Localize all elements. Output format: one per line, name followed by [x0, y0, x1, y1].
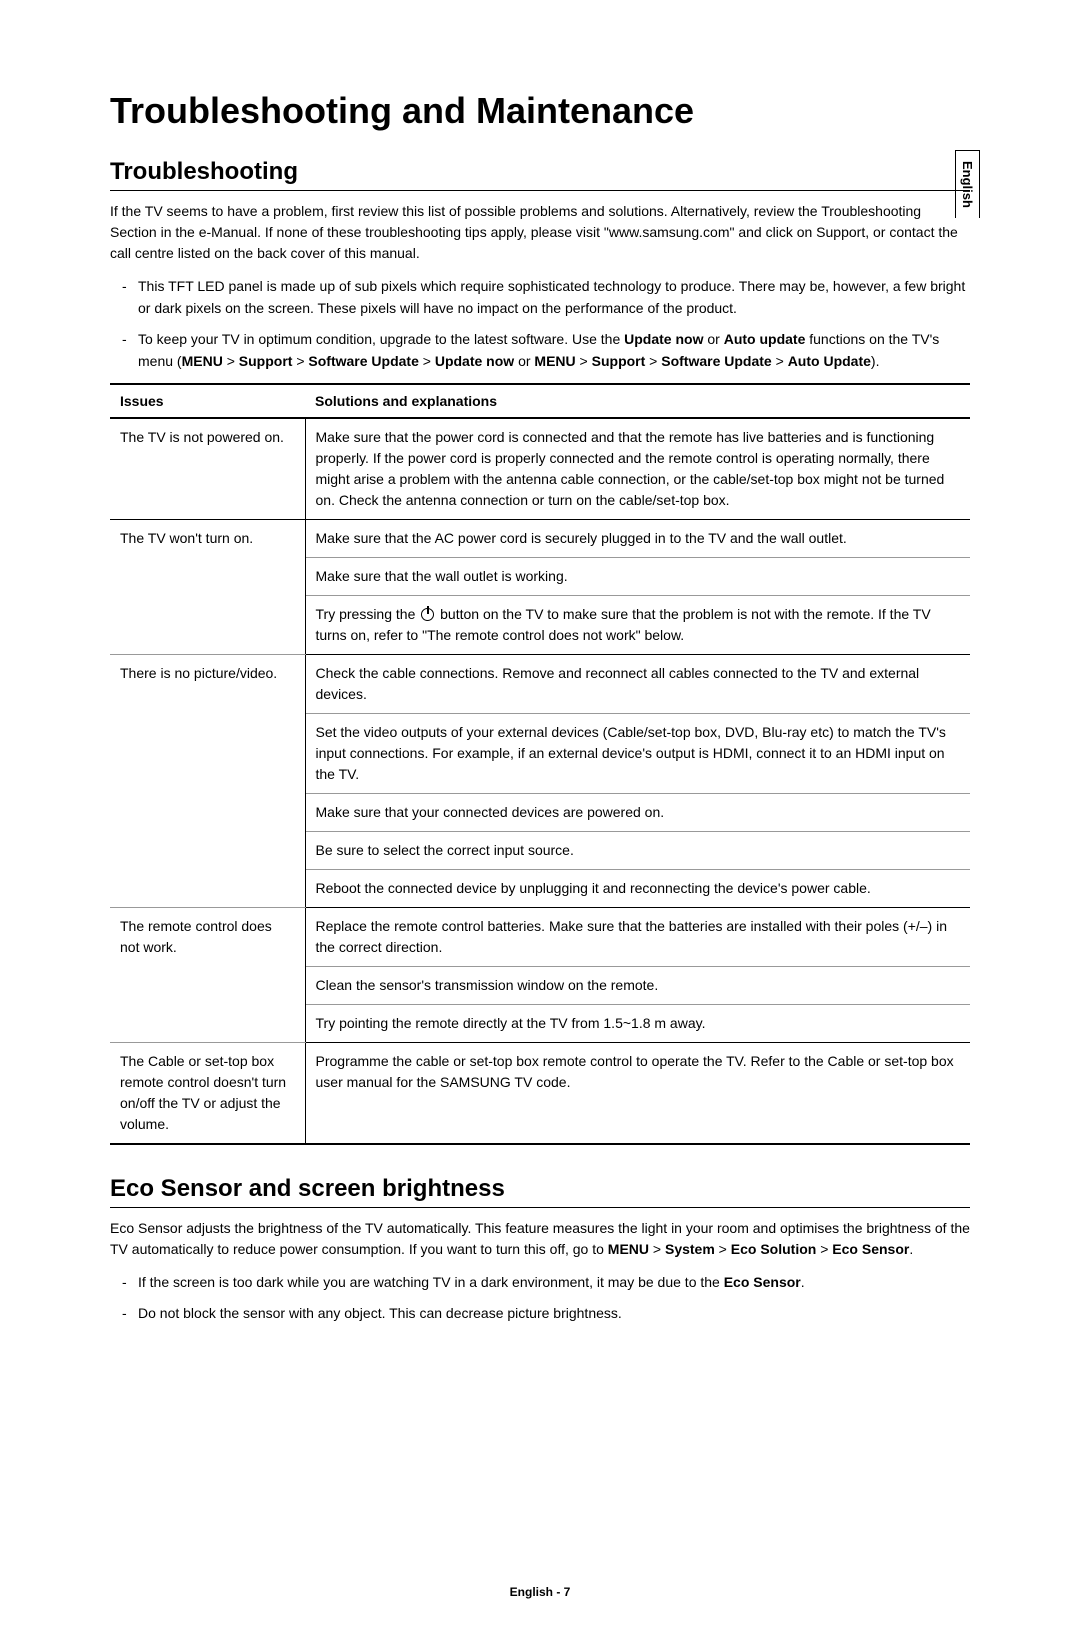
solution-cell: Try pressing the button on the TV to mak…	[305, 595, 970, 654]
eco-sensor-intro: Eco Sensor adjusts the brightness of the…	[110, 1218, 970, 1260]
issue-cell: The TV is not powered on.	[110, 418, 305, 520]
solution-cell: Be sure to select the correct input sour…	[305, 831, 970, 869]
troubleshooting-table: Issues Solutions and explanations The TV…	[110, 383, 970, 1145]
solution-cell: Replace the remote control batteries. Ma…	[305, 907, 970, 966]
note-item: To keep your TV in optimum condition, up…	[110, 329, 970, 372]
note-item: This TFT LED panel is made up of sub pix…	[110, 276, 970, 319]
solution-cell: Check the cable connections. Remove and …	[305, 654, 970, 713]
issue-cell: The remote control does not work.	[110, 907, 305, 1042]
table-header-issues: Issues	[110, 384, 305, 418]
solution-cell: Make sure that your connected devices ar…	[305, 793, 970, 831]
eco-sensor-heading: Eco Sensor and screen brightness	[110, 1175, 970, 1208]
table-row: The remote control does not work. Replac…	[110, 907, 970, 966]
table-row: The Cable or set-top box remote control …	[110, 1042, 970, 1144]
solution-cell: Make sure that the power cord is connect…	[305, 418, 970, 520]
solution-cell: Make sure that the wall outlet is workin…	[305, 557, 970, 595]
troubleshooting-notes: This TFT LED panel is made up of sub pix…	[110, 276, 970, 373]
issue-cell: The TV won't turn on.	[110, 519, 305, 654]
solution-cell: Programme the cable or set-top box remot…	[305, 1042, 970, 1144]
troubleshooting-intro: If the TV seems to have a problem, first…	[110, 201, 970, 264]
issue-cell: There is no picture/video.	[110, 654, 305, 907]
note-item: Do not block the sensor with any object.…	[110, 1303, 970, 1325]
note-item: If the screen is too dark while you are …	[110, 1272, 970, 1294]
solution-cell: Make sure that the AC power cord is secu…	[305, 519, 970, 557]
table-row: There is no picture/video. Check the cab…	[110, 654, 970, 713]
manual-page: English Troubleshooting and Maintenance …	[0, 0, 1080, 1639]
table-row: The TV won't turn on. Make sure that the…	[110, 519, 970, 557]
eco-sensor-notes: If the screen is too dark while you are …	[110, 1272, 970, 1325]
solution-cell: Set the video outputs of your external d…	[305, 713, 970, 793]
table-header-solutions: Solutions and explanations	[305, 384, 970, 418]
power-icon	[421, 608, 434, 621]
page-title: Troubleshooting and Maintenance	[110, 90, 970, 132]
solution-cell: Clean the sensor's transmission window o…	[305, 966, 970, 1004]
language-tab: English	[955, 150, 980, 218]
page-footer: English - 7	[110, 1585, 970, 1599]
table-row: The TV is not powered on. Make sure that…	[110, 418, 970, 520]
solution-cell: Reboot the connected device by unpluggin…	[305, 869, 970, 907]
issue-cell: The Cable or set-top box remote control …	[110, 1042, 305, 1144]
troubleshooting-heading: Troubleshooting	[110, 158, 970, 191]
solution-cell: Try pointing the remote directly at the …	[305, 1004, 970, 1042]
